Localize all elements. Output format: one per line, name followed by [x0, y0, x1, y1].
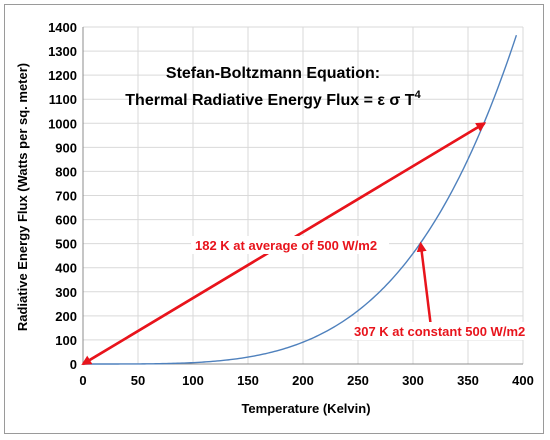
y-tick-label-6: 600 [55, 213, 77, 228]
y-tick-label-1: 100 [55, 333, 77, 348]
x-tick-label-8: 400 [512, 373, 534, 388]
x-axis-title: Temperature (Kelvin) [241, 401, 370, 416]
y-tick-label-5: 500 [55, 237, 77, 252]
annotation-182k-label: 182 K at average of 500 W/m2 [195, 238, 377, 253]
x-tick-label-5: 250 [347, 373, 369, 388]
y-tick-label-3: 300 [55, 285, 77, 300]
x-tick-label-4: 200 [292, 373, 314, 388]
y-tick-label-13: 1300 [48, 44, 77, 59]
x-tick-label-2: 100 [182, 373, 204, 388]
y-tick-label-14: 1400 [48, 20, 77, 35]
series-line-0 [83, 34, 518, 365]
chart-svg: 0100200300400500600700800900100011001200… [15, 20, 534, 416]
chart-title-line2-text: Thermal Radiative Energy Flux = ε σ T [125, 92, 415, 109]
chart-title-superscript: 4 [415, 89, 422, 101]
annotation-arrow-1 [416, 241, 433, 333]
y-tick-label-8: 800 [55, 164, 77, 179]
x-tick-label-7: 350 [457, 373, 479, 388]
x-tick-label-1: 50 [131, 373, 145, 388]
chart-title-line1: Stefan-Boltzmann Equation: [166, 65, 380, 82]
y-tick-label-10: 1000 [48, 116, 77, 131]
y-tick-label-2: 200 [55, 309, 77, 324]
annotation-1-backdrop [191, 236, 389, 254]
annotation-2-backdrop [352, 322, 532, 340]
x-tick-label-6: 300 [402, 373, 424, 388]
x-tick-label-3: 150 [237, 373, 259, 388]
y-tick-label-0: 0 [70, 357, 77, 372]
chart-title-line2: Thermal Radiative Energy Flux = ε σ T4 [125, 89, 421, 109]
y-tick-label-7: 700 [55, 189, 77, 204]
grid-layer [83, 26, 524, 364]
y-tick-label-4: 400 [55, 261, 77, 276]
y-tick-label-11: 1100 [49, 92, 77, 107]
annotation-307k-label: 307 K at constant 500 W/m2 [354, 324, 525, 339]
y-tick-label-12: 1200 [48, 68, 77, 83]
tick-layer: 0100200300400500600700800900100011001200… [48, 20, 534, 388]
x-tick-label-0: 0 [79, 373, 86, 388]
series-layer [83, 34, 518, 365]
y-tick-label-9: 900 [55, 140, 77, 155]
y-axis-title: Radiative Energy Flux (Watts per sq. met… [15, 63, 30, 331]
chart-frame: 0 100 200 300 400 500 600 700 800 900 1000 1100 1200… [4, 4, 544, 434]
